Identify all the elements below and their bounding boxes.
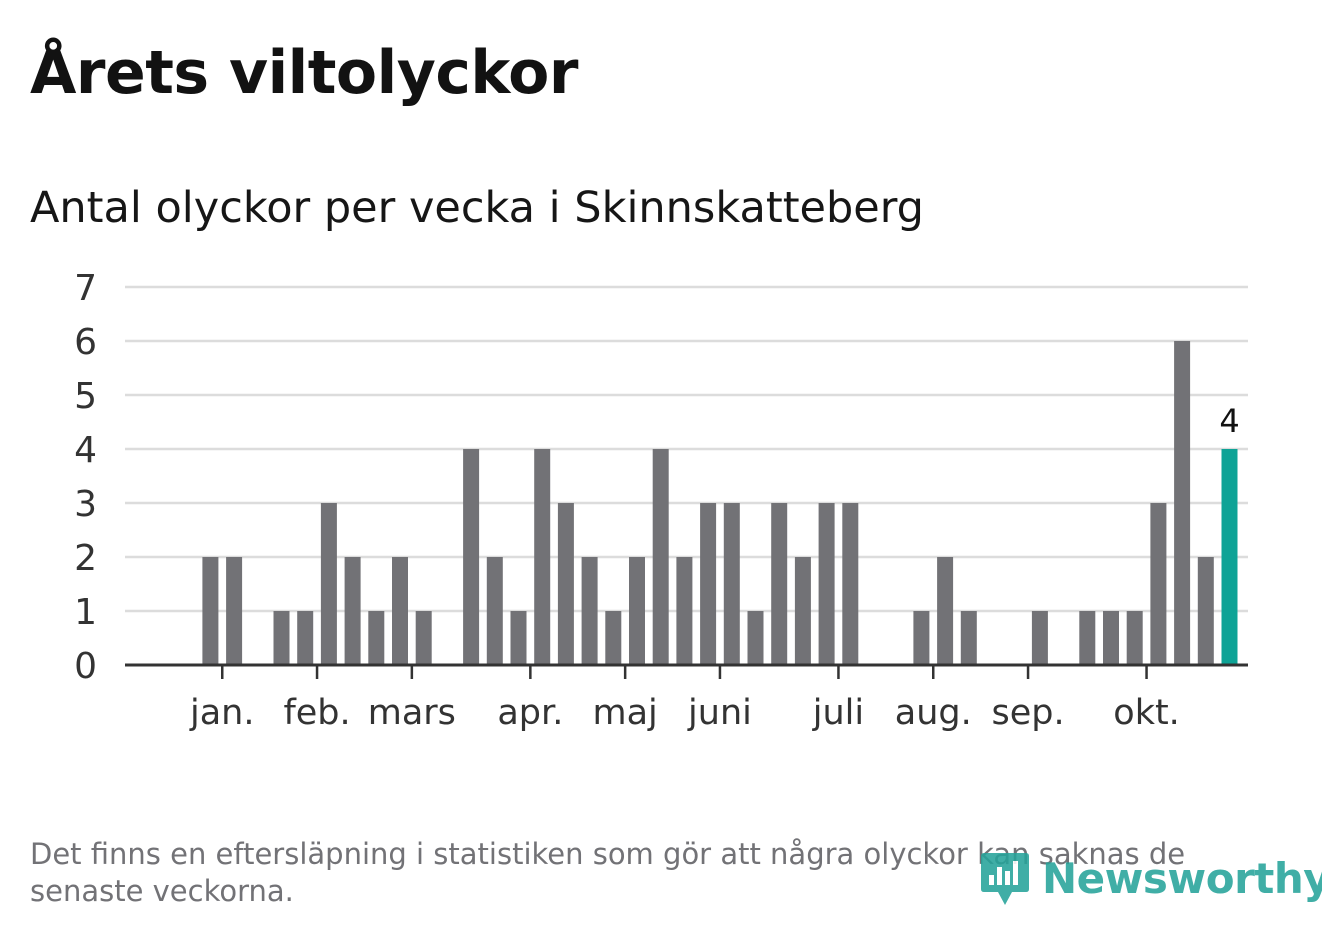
bar [960,611,977,665]
bar [913,611,930,665]
bar [771,503,788,665]
bar [226,557,243,665]
bar [818,503,835,665]
logo-text: Newsworthy [1042,853,1322,903]
y-tick-label: 0 [74,646,97,687]
highlight-bar [1221,449,1238,665]
y-tick-label: 1 [74,592,97,633]
bar [1197,557,1214,665]
x-tick-label: juli [812,693,864,733]
x-tick-label: okt. [1113,693,1180,733]
bar [605,611,622,665]
bar [320,503,337,665]
bar [344,557,361,665]
bar [415,611,432,665]
newsworthy-logo: Newsworthy [980,846,1322,910]
x-tick-label: mars [368,693,456,733]
y-tick-label: 7 [74,268,97,309]
bar [747,611,764,665]
bar [297,611,314,665]
bar [202,557,219,665]
y-tick-label: 3 [74,484,97,525]
bar [652,449,669,665]
bar [1079,611,1096,665]
x-tick-label: jan. [189,693,254,733]
bar [700,503,717,665]
y-tick-label: 6 [74,322,97,363]
y-tick-label: 2 [74,538,97,579]
x-tick-label: sep. [991,693,1064,733]
bar [581,557,598,665]
bar [368,611,385,665]
bar [1150,503,1167,665]
bar [463,449,480,665]
bar [510,611,527,665]
bar [1126,611,1143,665]
x-tick-label: apr. [497,693,563,733]
newsworthy-chart-bubble-icon [981,853,1029,905]
page-title: Årets viltolyckor [30,38,579,108]
y-tick-label: 4 [74,430,97,471]
bar [486,557,503,665]
y-tick-label: 5 [74,376,97,417]
x-tick-label: feb. [283,693,350,733]
bar [794,557,811,665]
bar-chart: 0 1 2 3 4 5 6 7 4 jan. feb. mars apr. maj juni juli aug.… [74,268,1248,733]
bar [557,503,574,665]
bar [937,557,954,665]
x-tick-label: juni [687,693,752,733]
bar [842,503,859,665]
x-tick-label: maj [593,693,658,733]
bar [1174,341,1191,665]
bar [392,557,408,665]
bar [1103,611,1119,665]
bar [273,611,290,665]
bar [676,557,693,665]
highlight-data-label: 4 [1219,402,1239,440]
bar [629,557,645,665]
chart-subtitle: Antal olyckor per vecka i Skinnskatteber… [30,183,924,233]
bar [1031,611,1048,665]
bar [534,449,551,665]
bar [723,503,740,665]
x-tick-label: aug. [895,693,972,733]
